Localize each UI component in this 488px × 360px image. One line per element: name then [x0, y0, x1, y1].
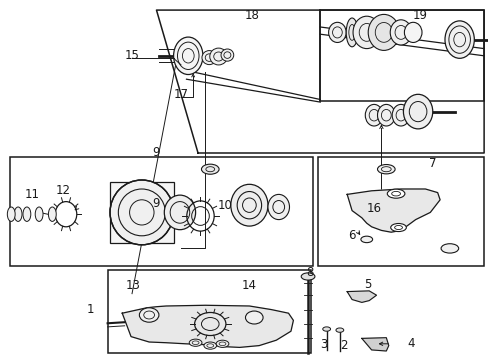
Text: 17: 17 — [173, 88, 188, 101]
Text: 2: 2 — [339, 339, 347, 352]
Ellipse shape — [403, 94, 432, 129]
Ellipse shape — [328, 22, 346, 42]
Ellipse shape — [389, 20, 411, 45]
Ellipse shape — [377, 165, 394, 174]
Ellipse shape — [230, 184, 267, 226]
Text: 4: 4 — [406, 337, 414, 350]
Bar — [107, 270, 310, 353]
Ellipse shape — [404, 22, 421, 42]
Ellipse shape — [444, 21, 473, 58]
Text: 13: 13 — [125, 279, 140, 292]
Text: 9: 9 — [152, 197, 160, 210]
Ellipse shape — [360, 236, 372, 243]
Polygon shape — [346, 189, 439, 232]
Text: 12: 12 — [56, 184, 71, 197]
Ellipse shape — [245, 311, 263, 324]
Ellipse shape — [352, 16, 380, 49]
Text: 5: 5 — [363, 278, 371, 291]
Ellipse shape — [377, 104, 394, 126]
Ellipse shape — [14, 207, 22, 221]
Ellipse shape — [35, 207, 43, 221]
Text: 15: 15 — [124, 49, 139, 62]
Text: 11: 11 — [24, 188, 39, 201]
Text: 8: 8 — [305, 266, 313, 279]
Ellipse shape — [221, 49, 233, 61]
Polygon shape — [361, 338, 388, 351]
Ellipse shape — [201, 164, 219, 174]
Bar — [320, 10, 483, 101]
Text: 10: 10 — [217, 199, 232, 212]
Ellipse shape — [164, 195, 195, 230]
Text: 6: 6 — [347, 229, 355, 242]
Ellipse shape — [390, 224, 406, 231]
Text: 18: 18 — [244, 9, 259, 22]
Polygon shape — [346, 291, 376, 302]
Ellipse shape — [386, 189, 404, 198]
Text: 1: 1 — [86, 303, 94, 316]
Text: 19: 19 — [412, 9, 427, 22]
Ellipse shape — [335, 328, 343, 332]
Ellipse shape — [301, 273, 314, 280]
Ellipse shape — [7, 207, 15, 221]
Text: 3: 3 — [319, 338, 327, 351]
Ellipse shape — [440, 244, 458, 253]
Ellipse shape — [322, 327, 330, 331]
Ellipse shape — [110, 180, 173, 245]
Ellipse shape — [216, 340, 228, 347]
Ellipse shape — [267, 194, 289, 220]
Ellipse shape — [367, 14, 399, 50]
Ellipse shape — [202, 51, 216, 65]
Ellipse shape — [189, 339, 202, 346]
Ellipse shape — [209, 48, 227, 65]
Bar — [317, 157, 483, 266]
Polygon shape — [122, 305, 293, 347]
Ellipse shape — [203, 342, 216, 349]
Ellipse shape — [48, 207, 56, 221]
Ellipse shape — [23, 207, 31, 221]
Bar — [10, 157, 312, 266]
Ellipse shape — [139, 308, 159, 322]
Text: 14: 14 — [242, 279, 256, 292]
Text: 7: 7 — [428, 157, 436, 170]
Text: 9: 9 — [152, 147, 160, 159]
Ellipse shape — [173, 37, 203, 75]
Ellipse shape — [365, 104, 382, 126]
Ellipse shape — [391, 104, 409, 126]
Ellipse shape — [346, 18, 357, 47]
Bar — [110, 182, 173, 243]
Text: 16: 16 — [366, 202, 381, 215]
